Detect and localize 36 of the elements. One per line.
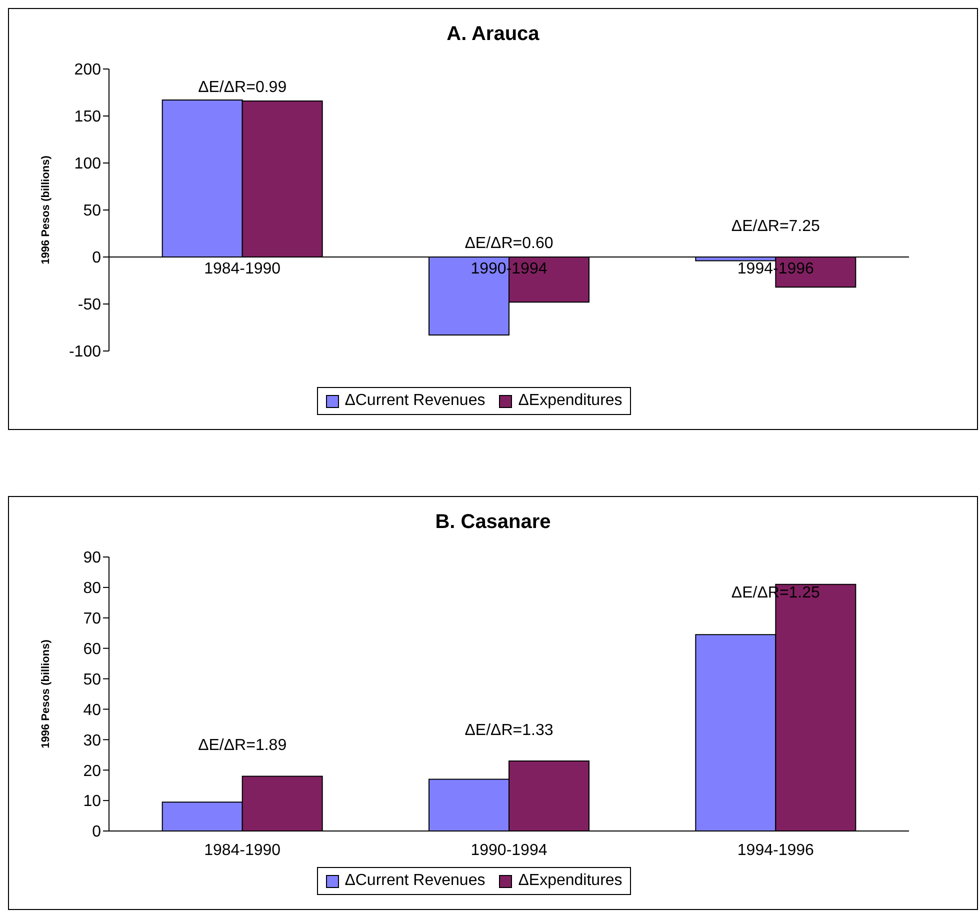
annotation: ΔE/ΔR=1.33: [464, 722, 554, 739]
y-tick-label: 0: [92, 250, 102, 267]
y-tick-label: 10: [83, 793, 102, 810]
annotation: ΔE/ΔR=0.60: [464, 235, 554, 252]
x-tick-label: 1990-1994: [470, 260, 548, 278]
annotation: ΔE/ΔR=1.25: [731, 584, 820, 602]
x-tick-label: 1984-1990: [204, 260, 281, 278]
y-tick-label: -50: [78, 296, 102, 314]
annotation: ΔE/ΔR=1.89: [198, 737, 287, 754]
y-tick-label: 150: [74, 108, 102, 126]
y-tick-label: 20: [83, 762, 102, 780]
y-tick-label: 70: [83, 610, 102, 628]
y-tick-label: 200: [74, 62, 102, 79]
chart-title: B. Casanare: [434, 511, 552, 534]
annotation: ΔE/ΔR=0.99: [198, 79, 287, 96]
y-tick-label: 50: [83, 202, 102, 220]
legend-label: ΔExpenditures: [517, 872, 622, 890]
annotation: ΔE/ΔR=7.25: [731, 218, 820, 235]
y-tick-label: 60: [83, 641, 102, 658]
legend-label: ΔExpenditures: [517, 392, 622, 410]
y-tick-label: 80: [83, 580, 102, 598]
y-tick-label: -100: [68, 344, 102, 361]
y-tick-label: 40: [83, 702, 102, 719]
legend-label: ΔCurrent Revenues: [344, 872, 486, 890]
y-tick-label: 30: [83, 732, 102, 750]
legend-label: ΔCurrent Revenues: [344, 392, 486, 410]
y-tick-label: 0: [92, 824, 102, 841]
x-tick-label: 1994-1996: [737, 842, 814, 859]
chart-title: A. Arauca: [446, 23, 540, 46]
y-tick-label: 100: [74, 156, 102, 173]
y-axis-title: 1996 Pesos (billions): [40, 639, 52, 748]
y-tick-label: 90: [83, 550, 102, 567]
y-tick-label: 50: [83, 671, 102, 688]
x-tick-label: 1990-1994: [470, 842, 548, 859]
y-axis-title: 1996 Pesos (billions): [40, 155, 52, 264]
x-tick-label: 1984-1990: [204, 842, 281, 859]
